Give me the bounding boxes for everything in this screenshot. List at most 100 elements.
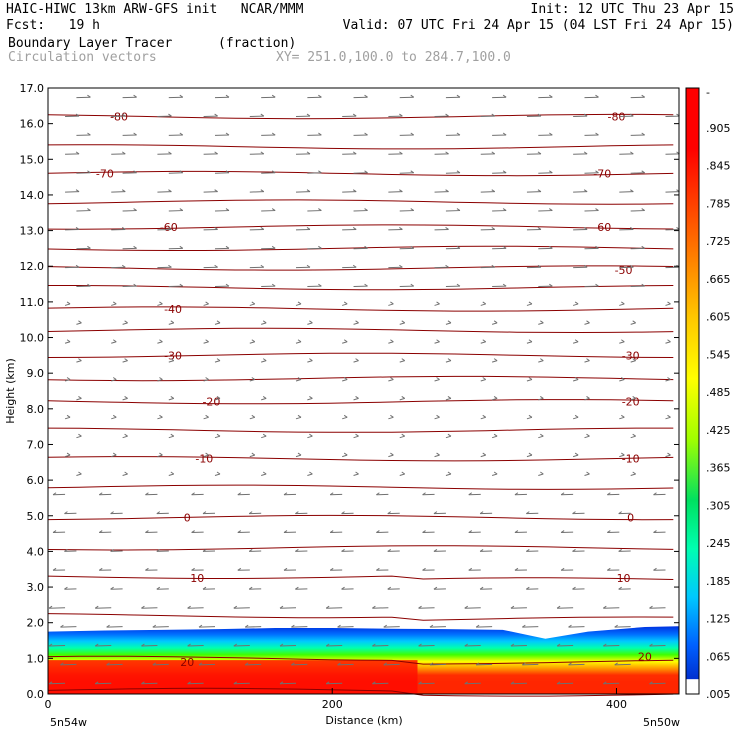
vector-head bbox=[297, 452, 302, 456]
vector-head bbox=[170, 320, 175, 324]
vector-head bbox=[78, 395, 82, 399]
vector-head bbox=[556, 643, 561, 647]
contour-label: -70 bbox=[593, 168, 611, 181]
vector-head bbox=[667, 452, 671, 456]
vector-head bbox=[390, 377, 394, 380]
vector-head bbox=[401, 320, 406, 324]
circulation-vector bbox=[157, 341, 163, 344]
vector-head bbox=[583, 113, 588, 117]
contour-line bbox=[47, 575, 674, 580]
circulation-vector bbox=[491, 397, 498, 401]
vector-head bbox=[48, 605, 53, 609]
y-tick-label: 2.0 bbox=[27, 617, 45, 630]
vector-head bbox=[271, 170, 276, 174]
vector-head bbox=[48, 643, 53, 647]
vector-head bbox=[156, 511, 161, 515]
circulation-vector bbox=[261, 435, 267, 439]
vector-head bbox=[436, 452, 440, 456]
vector-head bbox=[318, 170, 322, 174]
circulation-vector bbox=[157, 454, 163, 458]
vector-head bbox=[607, 567, 611, 571]
vector-head bbox=[383, 662, 388, 666]
colorbar-label: .785 bbox=[706, 197, 731, 210]
vector-head bbox=[493, 471, 498, 475]
vector-head bbox=[75, 113, 80, 117]
vector-head bbox=[343, 452, 348, 456]
tracer-core-right bbox=[417, 676, 679, 694]
circulation-vector bbox=[445, 322, 452, 325]
vector-head bbox=[205, 339, 209, 343]
vector-head bbox=[475, 662, 480, 666]
circulation-vector bbox=[584, 397, 590, 401]
vector-head bbox=[318, 94, 322, 98]
colorbar-label: .545 bbox=[706, 348, 731, 361]
colorbar-label: .005 bbox=[706, 688, 731, 701]
colorbar bbox=[685, 87, 700, 695]
vector-head bbox=[309, 320, 313, 324]
vector-head bbox=[595, 283, 599, 287]
vector-head bbox=[445, 113, 449, 117]
vector-head bbox=[75, 227, 80, 230]
circulation-vector bbox=[538, 435, 544, 439]
circulation-vector bbox=[434, 303, 440, 306]
vector-head bbox=[410, 132, 415, 136]
vector-head bbox=[549, 245, 553, 249]
contour-label: -20 bbox=[202, 396, 220, 409]
vector-head bbox=[399, 189, 403, 193]
vector-head bbox=[653, 492, 657, 496]
vector-head bbox=[401, 358, 406, 362]
vector-head bbox=[436, 339, 440, 343]
circulation-vector bbox=[76, 435, 82, 439]
vector-head bbox=[603, 681, 607, 685]
vector-head bbox=[618, 586, 622, 590]
vector-head bbox=[445, 264, 449, 268]
vector-head bbox=[493, 358, 498, 362]
vector-head bbox=[262, 358, 267, 362]
vector-head bbox=[168, 113, 172, 117]
vector-head bbox=[341, 511, 345, 515]
vector-head bbox=[649, 643, 653, 647]
vector-head bbox=[632, 433, 636, 437]
circulation-vector bbox=[526, 341, 533, 344]
circulation-vector bbox=[388, 303, 394, 306]
vector-head bbox=[271, 208, 276, 211]
y-tick-label: 11.0 bbox=[20, 296, 45, 309]
colorbar-label: .665 bbox=[706, 273, 731, 286]
vector-head bbox=[418, 605, 422, 609]
vector-head bbox=[618, 511, 622, 515]
vector-head bbox=[621, 339, 625, 343]
vector-head bbox=[464, 681, 469, 685]
vector-head bbox=[583, 227, 588, 230]
vector-head bbox=[187, 643, 191, 647]
circulation-vector bbox=[295, 416, 302, 420]
vector-head bbox=[630, 113, 634, 117]
vector-head bbox=[595, 132, 599, 136]
circulation-vector bbox=[665, 379, 671, 382]
vector-head bbox=[214, 113, 218, 117]
contour-label: -10 bbox=[195, 453, 213, 466]
vector-head bbox=[262, 433, 267, 437]
vector-head bbox=[121, 113, 126, 117]
x-axis-ticks: 0 200 400 bbox=[45, 688, 627, 711]
vector-head bbox=[390, 301, 394, 305]
y-tick-label: 7.0 bbox=[27, 438, 45, 451]
vector-head bbox=[179, 245, 184, 249]
circulation-vector bbox=[480, 303, 486, 306]
vector-head bbox=[337, 624, 341, 628]
vector-head bbox=[271, 245, 276, 249]
circulation-vector bbox=[399, 435, 405, 439]
vector-head bbox=[510, 643, 515, 647]
vector-head bbox=[595, 94, 599, 98]
vector-head bbox=[468, 567, 473, 571]
vector-head bbox=[482, 414, 487, 418]
vector-head bbox=[98, 530, 103, 533]
vector-head bbox=[410, 283, 415, 287]
model-title: HAIC-HIWC 13km ARW-GFS init NCAR/MMM bbox=[6, 2, 304, 17]
vector-head bbox=[482, 452, 487, 456]
vector-head bbox=[121, 227, 126, 230]
vector-head bbox=[237, 530, 242, 533]
vector-head bbox=[410, 245, 415, 249]
vector-head bbox=[572, 586, 576, 590]
vector-head bbox=[537, 227, 542, 230]
contour-line bbox=[47, 514, 674, 521]
